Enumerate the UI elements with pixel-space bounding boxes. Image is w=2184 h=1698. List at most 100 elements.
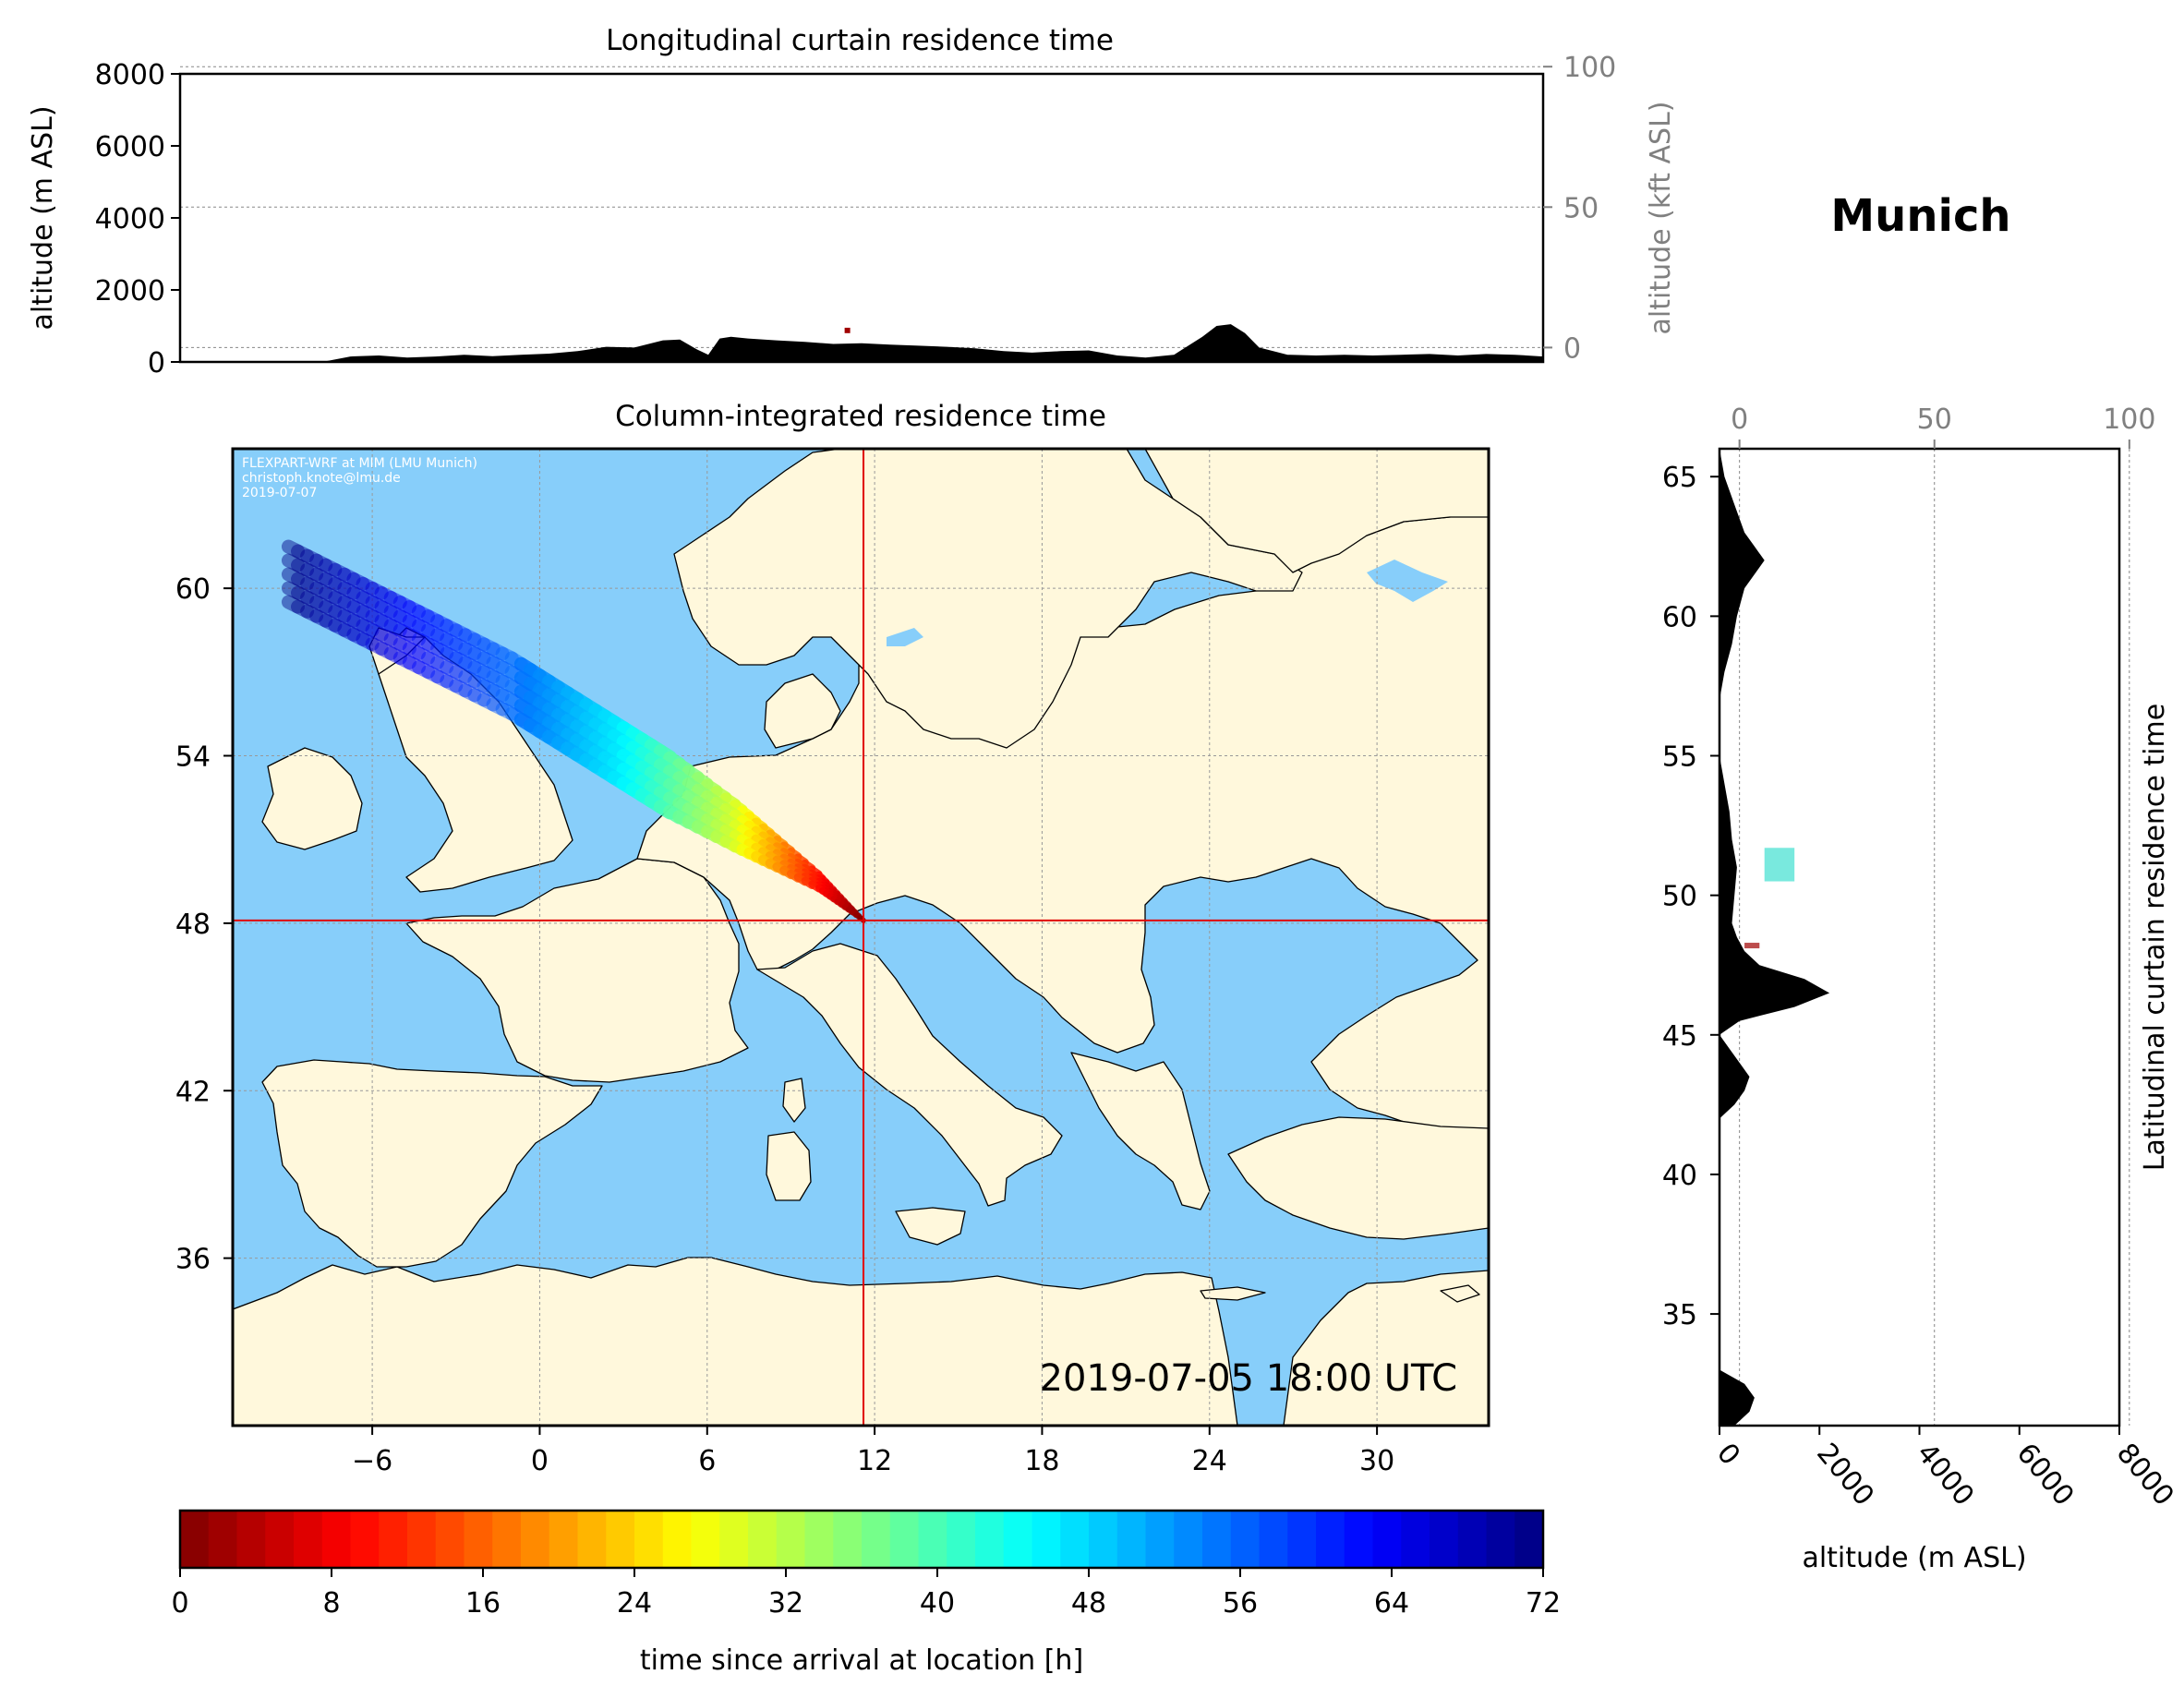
longitudinal-ylabel: altitude (m ASL): [27, 105, 59, 330]
plume-segment: [486, 656, 510, 675]
plume-segment: [291, 585, 315, 605]
plume-segment: [383, 645, 407, 665]
plume-segment: [467, 688, 491, 707]
plume-segment: [319, 572, 343, 591]
landmass-corsica: [782, 1078, 806, 1123]
plume-segment: [495, 660, 519, 680]
map-ytick-label: 60: [175, 573, 211, 606]
longitudinal-axes-frame: [178, 72, 1545, 364]
colorbar-step: [1060, 1511, 1090, 1568]
longitudinal-curtain-title: Longitudinal curtain residence time: [606, 24, 1114, 57]
colorbar-step: [862, 1511, 891, 1568]
colorbar-step: [691, 1511, 720, 1568]
map-xticks: −6 0 6 12 18 24 30: [352, 1426, 1394, 1477]
plume-segment: [440, 632, 464, 652]
plume-segment: [319, 613, 343, 632]
plume-segment: [356, 590, 380, 609]
plume-segment: [421, 609, 445, 629]
plume-segment: [337, 567, 361, 586]
latitudinal-ytick-label: 50: [1662, 881, 1697, 913]
plume-segment: [421, 651, 445, 670]
map-ytick-label: 36: [175, 1244, 211, 1276]
longitudinal-ytick-right-label: 0: [1563, 332, 1581, 365]
latitudinal-xtick-top-label: 100: [2103, 403, 2155, 436]
plume-segment: [421, 637, 445, 656]
column-integrated-map-panel: Column-integrated residence time: [175, 400, 1490, 1477]
plume-segment: [411, 646, 436, 666]
plume-segment: [291, 599, 315, 619]
plume-segment: [477, 651, 501, 670]
colorbar-step: [947, 1511, 976, 1568]
plume-segment: [291, 572, 315, 591]
plume-segment: [374, 613, 398, 632]
landmass-greece: [1070, 1052, 1211, 1210]
longitudinal-ytick-label: 2000: [95, 275, 165, 307]
longitudinal-ytick-right-label: 100: [1563, 52, 1616, 84]
latitudinal-xlabel: altitude (m ASL): [1802, 1542, 2026, 1574]
plume-segment: [300, 576, 324, 596]
credit-line-3: 2019-07-07: [242, 486, 317, 500]
colorbar-step: [1430, 1511, 1459, 1568]
latitudinal-xtick-label: 4000: [1910, 1438, 1980, 1512]
colorbar-step: [748, 1511, 778, 1568]
plume-segment: [495, 688, 519, 707]
plume-segment: [449, 623, 473, 643]
colorbar-step: [265, 1511, 295, 1568]
colorbar-step: [1145, 1511, 1175, 1568]
colorbar-step: [833, 1511, 863, 1568]
plume-segment: [309, 567, 333, 586]
plume-segment: [392, 595, 416, 615]
longitudinal-yticks: 0 2000 4000 6000 8000: [95, 59, 180, 379]
plume-segment: [402, 642, 426, 661]
plume-segment: [300, 548, 324, 568]
colorbar-step: [1457, 1511, 1488, 1568]
plume-segment: [309, 595, 333, 614]
plume-segment: [402, 600, 426, 620]
colorbar-step: [1486, 1511, 1515, 1568]
latitudinal-ytick-label: 45: [1662, 1020, 1697, 1053]
longitudinal-curtain-panel: Longitudinal curtain residence time 0 200…: [27, 24, 1677, 379]
plume-segment: [365, 608, 389, 628]
longitudinal-gridlines: [180, 66, 1543, 348]
landmass-crete: [1200, 1286, 1266, 1301]
colorbar-step: [294, 1511, 323, 1568]
colorbar-step: [321, 1511, 352, 1568]
plume-segment: [281, 581, 306, 600]
plume-segment: [486, 669, 510, 689]
landmass-finland: [1144, 449, 1489, 573]
plume-segment: [440, 646, 464, 666]
plume-segment: [421, 623, 445, 643]
colorbar-step: [1089, 1511, 1118, 1568]
plume-segment: [430, 669, 454, 689]
latitudinal-xtick-label: 6000: [2010, 1438, 2081, 1512]
longitudinal-ytick-label: 6000: [95, 131, 165, 163]
colorbar-step: [1116, 1511, 1147, 1568]
plume-segment: [383, 632, 407, 651]
plume-segment: [383, 618, 407, 637]
plume-segment: [495, 674, 519, 693]
plume-segment: [392, 636, 416, 656]
map-xtick-label: −6: [352, 1445, 392, 1477]
colorbar-tick-label: 40: [920, 1587, 955, 1620]
longitudinal-ytick-label: 0: [148, 347, 165, 379]
plume-segment: [291, 544, 315, 563]
landmass-italy: [756, 943, 1063, 1207]
plume-segment: [440, 674, 464, 693]
plume-segment: [477, 637, 501, 656]
latitudinal-plume-mark: [1744, 943, 1760, 949]
colorbar-step: [889, 1511, 920, 1568]
plume-segment: [328, 590, 352, 609]
plume-segment: [467, 660, 491, 680]
plume-segment: [449, 637, 473, 656]
map-frame: [231, 447, 1490, 1427]
plume-segment: [356, 632, 380, 651]
colorbar-tick-label: 8: [322, 1587, 340, 1620]
latitudinal-title: Latitudinal curtain residence time: [2139, 704, 2171, 1171]
landmass-sardinia: [766, 1131, 812, 1201]
plume-segment: [337, 622, 361, 642]
plume-segment: [383, 604, 407, 623]
plume-segment: [402, 628, 426, 647]
plume-segment: [449, 665, 473, 684]
plume-segment: [281, 595, 306, 614]
